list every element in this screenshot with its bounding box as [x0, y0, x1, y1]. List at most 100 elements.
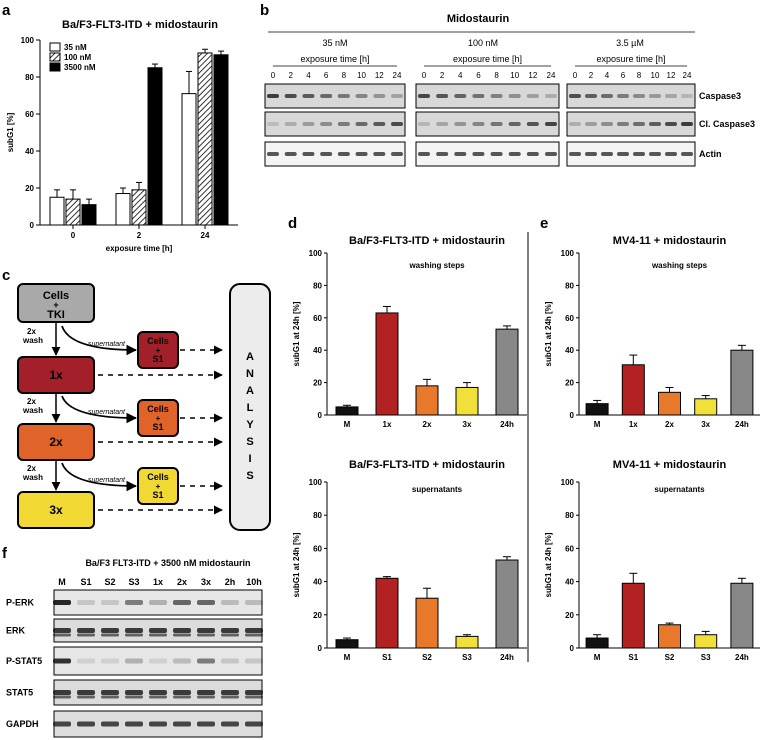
panel-f-band [53, 600, 71, 605]
panel-b-band [681, 94, 693, 98]
panel-f-band [197, 721, 215, 727]
panel-b-timepoint: 12 [667, 71, 676, 80]
wash-label-1-count: 2x [27, 327, 36, 336]
panel-f-band [101, 721, 119, 727]
wash-label-2-word: wash [22, 406, 43, 415]
panel-b-band [526, 152, 539, 156]
panel-b-band [601, 122, 613, 126]
panel-f-band [221, 721, 239, 727]
panel-label-d: d [288, 215, 297, 232]
panel-f-band [149, 721, 167, 727]
chart-a-ytick-label: 0 [30, 221, 35, 230]
panel-b-title: Midostaurin [447, 13, 510, 25]
panel-b-band [569, 152, 581, 156]
panel-f-band-lower [149, 633, 167, 637]
panel-f-band [53, 721, 71, 727]
panel-f-band-lower [101, 695, 119, 699]
chart-e-bottom-bar [730, 582, 754, 649]
panel-label-f: f [2, 545, 8, 562]
chart-a-xlabel: exposure time [h] [106, 244, 173, 253]
chart-d-bottom-bar [335, 639, 359, 649]
panel-b-band [418, 122, 430, 126]
panel-b-band [649, 122, 661, 126]
chart-d-bottom-xtick-label: S2 [422, 653, 432, 662]
cells-tki-line1: Cells [43, 290, 69, 302]
panel-b-band [391, 122, 403, 126]
panel-f-band-lower [53, 695, 71, 699]
panel-b-band [284, 122, 297, 126]
chart-a-bar [181, 93, 197, 226]
panel-b-band [665, 122, 677, 126]
panel-b-band [508, 94, 521, 98]
panel-b-band [320, 152, 333, 156]
chart-d-bottom-xtick-label: S1 [382, 653, 392, 662]
supernatant-label-3: supernatant [88, 477, 126, 484]
panel-f-band [53, 690, 71, 695]
panel-f-band [245, 658, 263, 664]
analysis-letter: S [246, 470, 253, 482]
panel-b-band [585, 122, 597, 126]
chart-e-top-bar [621, 364, 645, 416]
panel-b-band [267, 122, 279, 126]
chart-e-top-xtick-label: 24h [735, 420, 749, 429]
panel-f-band-lower [77, 695, 95, 699]
panel-f-band [197, 658, 215, 664]
panel-f-band [101, 690, 119, 695]
panel-b-exposure-label: exposure time [h] [596, 54, 665, 64]
chart-d-bottom-title: Ba/F3-FLT3-ITD + midostaurin [349, 459, 505, 471]
panel-f-band-lower [101, 633, 119, 637]
panel-b-band [545, 94, 557, 98]
panel-b-timepoint: 12 [528, 71, 537, 80]
chart-e-supernatants: MV4-11 + midostaurin supernatants 0 20 40 60 8… [544, 459, 760, 662]
chart-e-top-ytick-label: 40 [565, 346, 574, 355]
panel-b-timepoint: 10 [510, 71, 519, 80]
panel-b-band [373, 122, 386, 126]
panel-b-band [337, 152, 350, 156]
panel-b-timepoint: 8 [637, 71, 642, 80]
chart-a-bar [147, 67, 163, 226]
panel-f-lane-label: S3 [128, 577, 139, 587]
panel-b-band [472, 122, 485, 126]
panel-b-band [284, 152, 297, 156]
panel-b-timepoint: 12 [375, 71, 384, 80]
panel-b-band [508, 122, 521, 126]
chart-d-top-ytick-label: 100 [309, 249, 323, 258]
panel-f-band-lower [77, 633, 95, 637]
panel-b-timepoint: 4 [458, 71, 463, 80]
panel-f-band [173, 600, 191, 605]
panel-f-band [77, 600, 95, 605]
panel-f-band [149, 658, 167, 664]
supernatant-arrow-3 [61, 462, 138, 492]
panel-f-band [173, 690, 191, 695]
panel-label-a: a [2, 2, 11, 19]
chart-a-bar [49, 196, 65, 226]
chart-a-xtick-label: 24 [201, 231, 210, 240]
panel-b-band [302, 122, 315, 126]
panel-b-band [681, 122, 693, 126]
panel-f-blot-strip [53, 646, 263, 676]
panel-f-band-lower [245, 633, 263, 637]
cells-s1-box-1-line1: Cells [147, 336, 169, 346]
chart-d-top-ytick-label: 80 [313, 281, 322, 290]
panel-b-band [436, 152, 449, 156]
chart-d-top-subtitle: washing steps [408, 261, 465, 270]
panel-b-band [490, 94, 503, 98]
chart-d-bottom-xtick-label: S3 [462, 653, 472, 662]
panel-b-timepoint: 24 [393, 71, 402, 80]
panel-b-western-blot: Midostaurin 35 nM 100 nM 3.5 µM exposure… [264, 13, 755, 167]
chart-e-top-ytick-label: 80 [565, 281, 574, 290]
chart-d-top-xtick-label: M [344, 420, 351, 429]
analysis-letter: I [248, 453, 251, 465]
panel-f-band [221, 658, 239, 664]
analysis-letter: S [246, 436, 253, 448]
chart-a-bar [81, 204, 97, 226]
chart-e-bottom-ytick-label: 20 [565, 611, 574, 620]
chart-d-bottom-ytick-label: 40 [313, 578, 322, 587]
panel-f-lane-label: 2x [177, 577, 187, 587]
chart-e-top-title: MV4-11 + midostaurin [613, 235, 727, 247]
chart-a-legend-label: 3500 nM [64, 63, 96, 72]
cells-s1-box-2-line1: Cells [147, 404, 169, 414]
chart-d-bottom-ytick-label: 60 [313, 544, 322, 553]
panel-b-band [649, 152, 661, 156]
